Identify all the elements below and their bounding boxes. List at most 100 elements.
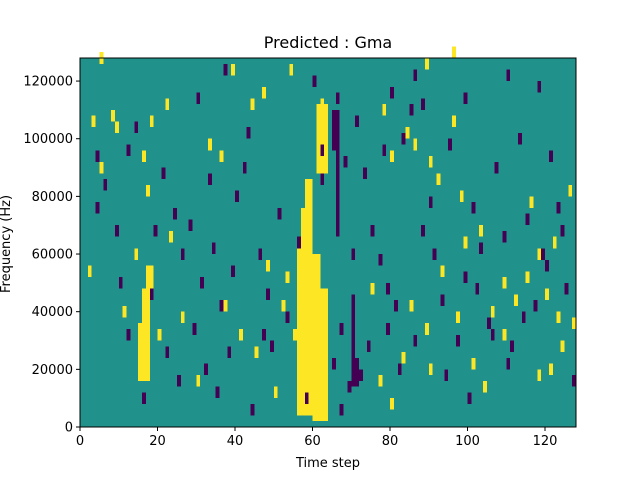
heatmap-high-cell bbox=[111, 109, 115, 122]
heatmap-high-cell bbox=[471, 357, 476, 370]
plot-frame bbox=[79, 57, 577, 428]
heatmap-high-cell bbox=[149, 115, 154, 128]
heatmap-low-band bbox=[335, 150, 340, 237]
heatmap-low-cell bbox=[258, 248, 263, 260]
heatmap-low-cell bbox=[173, 207, 177, 220]
heatmap-high-cell bbox=[529, 196, 534, 208]
heatmap-low-cell bbox=[227, 346, 232, 358]
heatmap-high-cell bbox=[568, 184, 573, 197]
heatmap-high-cell bbox=[405, 127, 410, 139]
x-tick-label: 40 bbox=[227, 434, 244, 449]
heatmap-low-cell bbox=[421, 225, 425, 237]
heatmap-high-cell bbox=[409, 300, 414, 312]
y-tick-label: 40000 bbox=[32, 305, 73, 320]
heatmap-low-cell bbox=[269, 340, 274, 353]
heatmap-high-cell bbox=[169, 230, 174, 243]
x-tick-label: 60 bbox=[304, 434, 321, 449]
heatmap-high-cell bbox=[479, 225, 484, 237]
heatmap-low-cell bbox=[494, 161, 499, 174]
heatmap-low-cell bbox=[517, 132, 522, 145]
heatmap-low-cell bbox=[331, 357, 336, 370]
heatmap-high-cell bbox=[320, 98, 325, 110]
heatmap-high-cell bbox=[91, 115, 96, 128]
heatmap-low-cell bbox=[409, 104, 414, 116]
heatmap-high-cell bbox=[370, 282, 375, 295]
heatmap-low-cell bbox=[126, 144, 131, 157]
heatmap-high-band bbox=[297, 236, 313, 416]
heatmap-high-cell bbox=[142, 150, 146, 162]
heatmap-high-cell bbox=[289, 63, 294, 76]
x-tick-label: 20 bbox=[149, 434, 166, 449]
heatmap-low-cell bbox=[537, 81, 542, 93]
heatmap-low-cell bbox=[471, 202, 476, 214]
heatmap-low-cell bbox=[378, 254, 383, 266]
y-tick-label: 80000 bbox=[32, 190, 73, 205]
heatmap-low-cell bbox=[114, 225, 119, 237]
heatmap-low-cell bbox=[444, 369, 449, 381]
heatmap-high-cell bbox=[293, 328, 298, 341]
heatmap-high-cell bbox=[223, 300, 228, 312]
heatmap-low-cell bbox=[153, 225, 158, 237]
heatmap-low-cell bbox=[428, 196, 433, 208]
heatmap-low-cell bbox=[475, 282, 480, 295]
heatmap-high-band bbox=[142, 288, 150, 324]
heatmap-low-cell bbox=[246, 127, 251, 139]
heatmap-low-cell bbox=[541, 248, 546, 260]
heatmap-high-cell bbox=[285, 271, 290, 283]
heatmap-high-cell bbox=[378, 375, 383, 387]
heatmap-low-cell bbox=[351, 248, 356, 260]
y-tick-label: 120000 bbox=[23, 75, 73, 90]
heatmap-high-cell bbox=[424, 58, 429, 70]
heatmap-low-cell bbox=[207, 173, 212, 185]
heatmap-high-cell bbox=[436, 173, 441, 185]
heatmap-low-cell bbox=[134, 121, 139, 133]
heatmap-high-cell bbox=[459, 190, 464, 203]
heatmap-low-cell bbox=[118, 277, 123, 289]
heatmap-high-cell bbox=[452, 46, 456, 58]
heatmap-high-cell bbox=[572, 317, 577, 329]
x-tick-label: 80 bbox=[382, 434, 399, 449]
heatmap-low-cell bbox=[347, 380, 352, 393]
heatmap-low-cell bbox=[564, 282, 569, 295]
heatmap-low-cell bbox=[556, 202, 561, 214]
y-tick-label: 100000 bbox=[23, 132, 73, 147]
heatmap-high-cell bbox=[382, 104, 387, 116]
heatmap-high-cell bbox=[273, 386, 278, 399]
heatmap-low-cell bbox=[506, 69, 511, 82]
heatmap-low-cell bbox=[490, 328, 495, 341]
heatmap-low-cell bbox=[386, 323, 391, 335]
heatmap-high-cell bbox=[502, 277, 507, 289]
heatmap-high-cell bbox=[196, 375, 201, 387]
heatmap-low-cell bbox=[304, 392, 309, 404]
heatmap-low-cell bbox=[192, 323, 197, 335]
heatmap-low-cell bbox=[165, 346, 170, 358]
heatmap-low-cell bbox=[479, 242, 484, 255]
heatmap-low-cell bbox=[548, 150, 553, 162]
heatmap-high-cell bbox=[238, 328, 243, 341]
heatmap-low-cell bbox=[463, 92, 468, 105]
heatmap-low-cell bbox=[545, 259, 549, 272]
heatmap-low-cell bbox=[219, 300, 224, 312]
heatmap-low-cell bbox=[235, 190, 239, 203]
heatmap-low-cell bbox=[463, 271, 468, 283]
heatmap-high-cell bbox=[537, 369, 542, 381]
heatmap-low-cell bbox=[343, 156, 348, 168]
heatmap-high-cell bbox=[440, 265, 445, 278]
heatmap-low-cell bbox=[211, 242, 216, 255]
heatmap-high-cell bbox=[87, 265, 92, 278]
heatmap-low-cell bbox=[95, 150, 100, 162]
plot-area bbox=[80, 46, 577, 427]
heatmap-low-cell bbox=[196, 92, 201, 105]
heatmap-low-cell bbox=[180, 248, 185, 260]
heatmap-low-cell bbox=[370, 225, 375, 237]
heatmap-low-cell bbox=[362, 167, 367, 180]
heatmap-high-cell bbox=[390, 150, 394, 162]
heatmap-low-cell bbox=[242, 161, 247, 174]
heatmap-high-cell bbox=[207, 138, 212, 151]
heatmap-high-cell bbox=[262, 86, 267, 99]
heatmap-high-cell bbox=[99, 161, 104, 174]
heatmap-high-cell bbox=[428, 156, 433, 168]
heatmap-high-cell bbox=[490, 305, 495, 318]
heatmap-high-cell bbox=[114, 121, 119, 133]
heatmap-high-band bbox=[316, 104, 329, 174]
